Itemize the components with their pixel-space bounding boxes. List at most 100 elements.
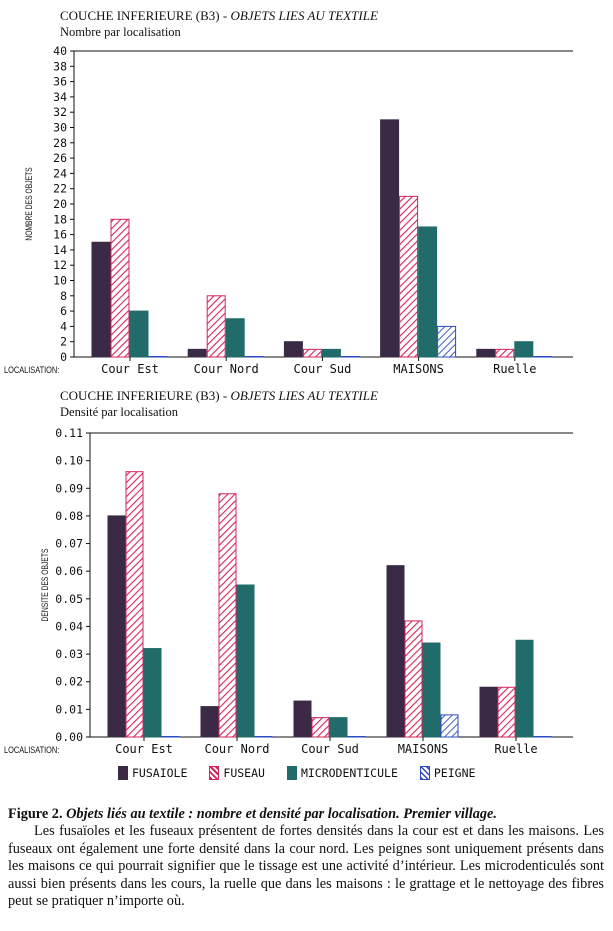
legend-item-peigne: PEIGNE <box>419 766 475 780</box>
bar-fusaiole <box>91 241 111 358</box>
y-tick-label: 22 <box>53 182 67 196</box>
y-tick-label: 0.09 <box>55 481 83 495</box>
bar-fuseau <box>110 218 130 358</box>
bar-peigne <box>254 736 273 738</box>
x-tick-label: Cour Est <box>115 742 173 756</box>
bar-peigne <box>440 714 459 738</box>
y-tick-label: 34 <box>53 90 67 104</box>
chart1-title: COUCHE INFERIEURE (B3) - OBJETS LIES AU … <box>60 8 378 23</box>
bar-fusaiole <box>107 515 126 738</box>
chart2-subtitle: Densité par localisation <box>60 405 179 419</box>
y-tick-label: 38 <box>53 59 67 73</box>
legend-label: FUSAIOLE <box>132 766 188 780</box>
y-tick-label: 0 <box>60 350 67 364</box>
legend-swatch-peigne <box>419 766 430 780</box>
charts-svg: 0246810121416182022242628303234363840NOM… <box>4 44 573 756</box>
x-axis-prefix: LOCALISATION: <box>4 744 59 755</box>
bar-microdenticule <box>321 348 341 358</box>
y-tick-label: 18 <box>53 212 67 226</box>
legend-swatch-fusaiole <box>118 766 128 780</box>
bar-peigne <box>161 736 180 738</box>
y-tick-label: 32 <box>53 105 67 119</box>
x-axis-prefix: LOCALISATION: <box>4 364 59 375</box>
y-axis-label: DENSITE DES OBJETS <box>40 549 50 622</box>
bar-microdenticule <box>515 639 534 738</box>
bar-fusaiole <box>293 700 312 738</box>
bar-microdenticule <box>143 648 162 738</box>
bar-fuseau <box>206 295 226 358</box>
x-tick-label: Cour Nord <box>204 742 269 756</box>
bar-microdenticule <box>225 318 245 358</box>
y-tick-label: 2 <box>60 335 67 349</box>
chart2-title: COUCHE INFERIEURE (B3) - OBJETS LIES AU … <box>60 388 378 403</box>
x-tick-label: Cour Est <box>101 362 159 376</box>
y-tick-label: 6 <box>60 304 67 318</box>
y-tick-label: 10 <box>53 274 67 288</box>
bar-fuseau <box>218 493 237 738</box>
bar-microdenticule <box>329 717 348 738</box>
x-tick-label: Ruelle <box>493 362 536 376</box>
y-axis-label: NOMBRE DES OBJETS <box>24 167 34 240</box>
bar-microdenticule <box>422 642 441 738</box>
y-tick-label: 28 <box>53 136 67 150</box>
y-tick-label: 0.11 <box>55 426 83 440</box>
y-tick-label: 24 <box>53 166 67 180</box>
x-tick-label: Ruelle <box>494 742 537 756</box>
x-tick-label: Cour Sud <box>301 742 359 756</box>
x-tick-label: MAISONS <box>393 362 444 376</box>
bar-microdenticule <box>514 341 534 358</box>
bar-microdenticule <box>129 310 149 358</box>
bar-fusaiole <box>476 348 496 358</box>
y-tick-label: 26 <box>53 151 67 165</box>
bar-fuseau <box>311 717 330 738</box>
caption-body: Les fusaïoles et les fuseaux présentent … <box>8 823 604 910</box>
legend-label: MICRODENTICULE <box>300 766 398 780</box>
bar-fuseau <box>399 195 419 358</box>
y-tick-label: 8 <box>60 289 67 303</box>
x-tick-label: Cour Sud <box>294 362 352 376</box>
bar-fusaiole <box>479 686 498 738</box>
y-tick-label: 0.04 <box>55 619 83 633</box>
legend-item-microdenticule: MICRODENTICULE <box>286 766 398 780</box>
bar-peigne <box>533 736 552 738</box>
bar-fusaiole <box>386 565 405 738</box>
bar-peigne <box>244 356 264 358</box>
y-tick-label: 16 <box>53 228 67 242</box>
bar-fusaiole <box>187 348 207 358</box>
bar-fuseau <box>404 620 423 738</box>
chart-count: 0246810121416182022242628303234363840NOM… <box>4 44 573 376</box>
y-tick-label: 0.08 <box>55 509 83 523</box>
bar-fuseau <box>497 686 516 738</box>
y-tick-label: 0.02 <box>55 675 83 689</box>
x-tick-label: MAISONS <box>398 742 449 756</box>
bar-fusaiole <box>200 706 219 738</box>
bar-peigne <box>437 325 457 358</box>
bar-fusaiole <box>283 341 303 358</box>
y-tick-label: 20 <box>53 197 67 211</box>
bar-fuseau <box>495 348 515 358</box>
y-tick-label: 0.01 <box>55 702 83 716</box>
legend-label: FUSEAU <box>223 766 265 780</box>
y-tick-label: 4 <box>60 319 67 333</box>
y-tick-label: 0.03 <box>55 647 83 661</box>
bar-fuseau <box>302 348 322 358</box>
legend-swatch-microdenticule <box>286 766 297 780</box>
bar-peigne <box>340 356 360 358</box>
bar-fuseau <box>125 471 144 738</box>
y-tick-label: 0.10 <box>55 454 83 468</box>
y-tick-label: 30 <box>53 121 67 135</box>
bar-fusaiole <box>380 119 400 358</box>
y-tick-label: 0.00 <box>55 730 83 744</box>
bar-peigne <box>533 356 553 358</box>
y-tick-label: 36 <box>53 75 67 89</box>
bar-peigne <box>347 736 366 738</box>
bar-peigne <box>148 356 168 358</box>
caption-title: Figure 2. Objets liés au textile : nombr… <box>8 806 497 822</box>
y-tick-label: 0.07 <box>55 537 83 551</box>
x-tick-label: Cour Nord <box>194 362 259 376</box>
legend: FUSAIOLE FUSEAU MICRODENTICULE PEIGNE <box>118 766 475 780</box>
legend-swatch-fuseau <box>209 766 220 780</box>
chart-density: 0.00 0.01 0.02 0.03 0.04 0.05 0.06 0.07 0.08 0.09… <box>4 426 573 756</box>
figure-caption: Figure 2. Objets liés au textile : nombr… <box>8 806 604 910</box>
y-tick-label: 40 <box>53 44 67 58</box>
